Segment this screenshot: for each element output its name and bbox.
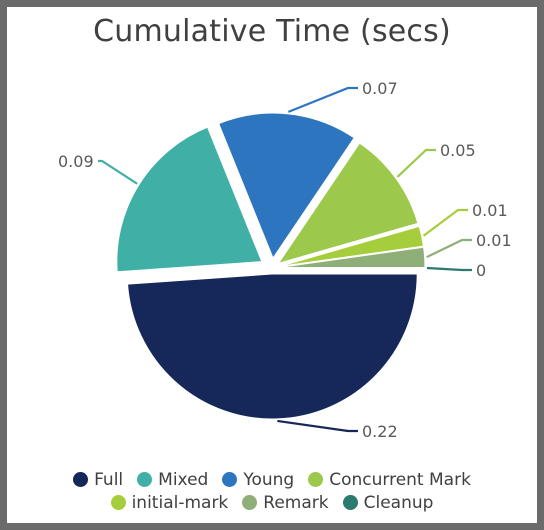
legend-swatch	[137, 472, 153, 487]
legend-swatch	[242, 495, 258, 510]
pie-slice-mixed	[116, 126, 263, 273]
legend-item: Mixed	[137, 470, 208, 490]
legend-label: Full	[94, 469, 124, 490]
legend-label: initial-mark	[131, 492, 229, 513]
data-label: 0.22	[362, 422, 398, 441]
pie-slice-young	[218, 112, 355, 260]
legend-item: Remark	[242, 492, 329, 513]
legend-item: initial-mark	[110, 492, 229, 513]
leader-line	[422, 208, 468, 237]
legend-label: Young	[243, 469, 295, 490]
legend-item: Concurrent Mark	[308, 470, 471, 490]
leader-line	[426, 266, 472, 272]
legend-item: Cleanup	[342, 492, 434, 513]
leader-line	[396, 148, 436, 178]
legend-item: Full	[73, 470, 123, 490]
leader-line	[98, 159, 138, 185]
legend-swatch	[73, 472, 89, 487]
chart-title: Cumulative Time (secs)	[93, 14, 451, 49]
data-label: 0	[476, 261, 486, 280]
data-label: 0.01	[476, 231, 512, 250]
legend-swatch	[342, 495, 358, 510]
leader-line	[426, 238, 472, 259]
leader-line	[288, 86, 358, 113]
pie-slice-remark	[279, 246, 426, 268]
pie-slice-concurrent-mark	[277, 142, 419, 265]
leader-line	[277, 419, 358, 433]
legend-label: Mixed	[158, 469, 209, 490]
legend-label: Cleanup	[363, 492, 434, 513]
data-label: 0.07	[362, 79, 398, 98]
legend-swatch	[308, 472, 324, 487]
legend-item: Young	[222, 470, 294, 490]
data-label: 0.09	[58, 152, 94, 171]
pie-slice-initial-mark	[279, 225, 424, 267]
legend-label: Concurrent Mark	[329, 469, 471, 490]
legend-row: Full Mixed Young Concurrent Mark	[0, 468, 544, 491]
legend-swatch	[222, 472, 238, 487]
legend-row: initial-mark Remark Cleanup	[0, 491, 544, 514]
pie-slice-full	[127, 273, 418, 420]
data-label: 0.01	[472, 201, 508, 220]
chart-legend: Full Mixed Young Concurrent Mark initial-ma…	[0, 468, 544, 514]
data-label: 0.05	[440, 141, 476, 160]
legend-label: Remark	[263, 492, 329, 513]
legend-swatch	[110, 495, 126, 510]
